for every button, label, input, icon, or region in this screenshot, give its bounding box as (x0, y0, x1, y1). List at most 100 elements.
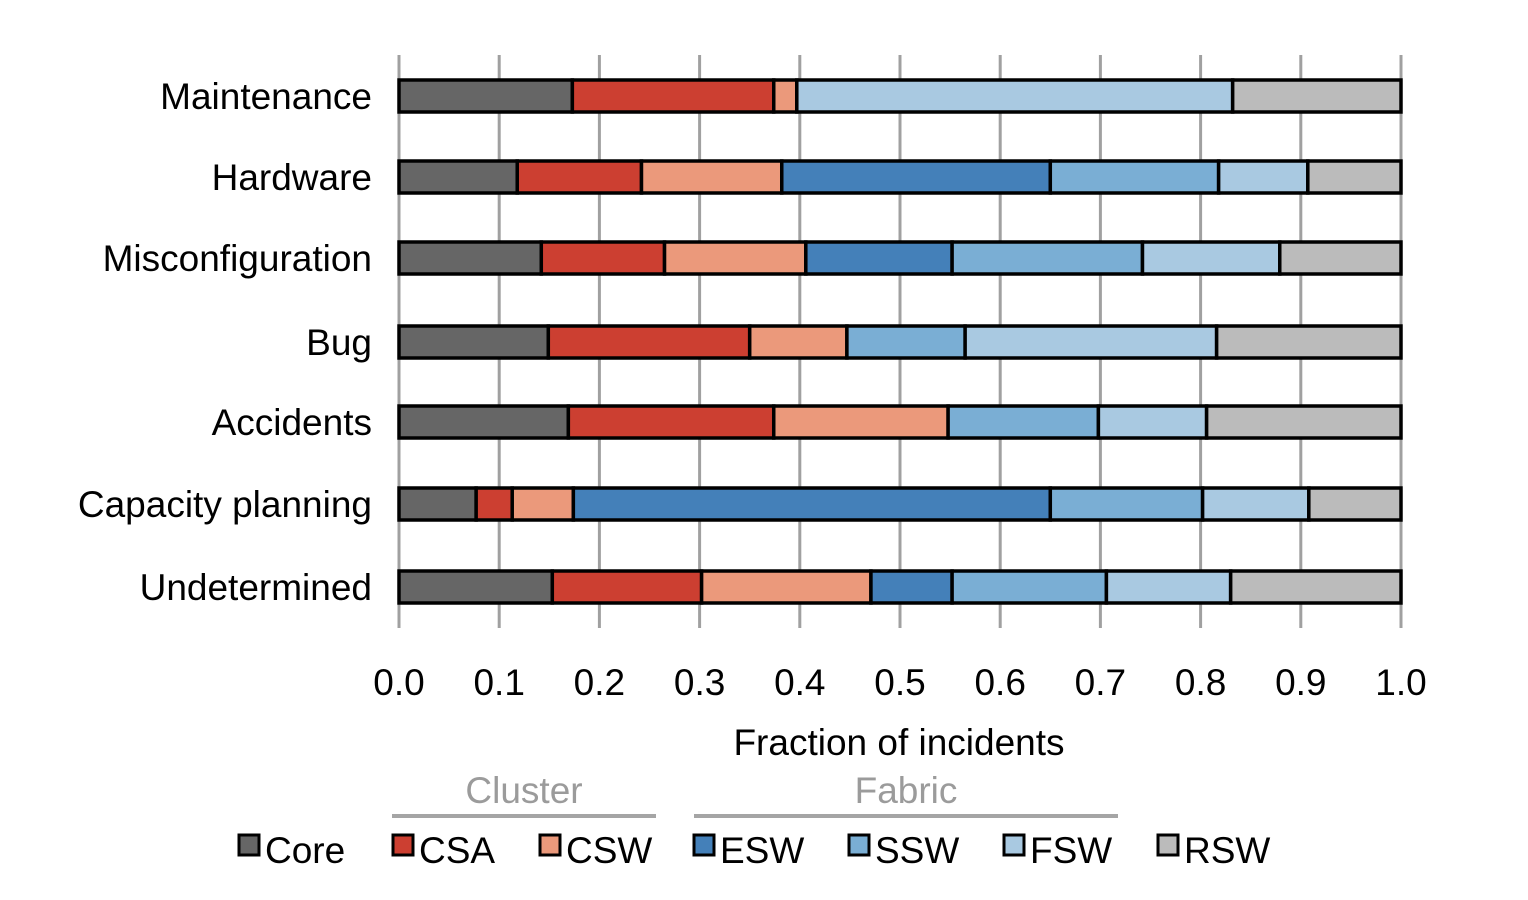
x-tick-label: 0.2 (574, 662, 625, 703)
legend: Core CSA CSW ESW SSW FSW RSW (237, 830, 1270, 871)
bar-segment-csa (515, 159, 644, 195)
bar-segment-esw (780, 159, 1053, 195)
x-tick-label: 0.9 (1275, 662, 1326, 703)
bar-segment-csw (662, 240, 808, 276)
bar-segment-ssw (950, 569, 1109, 605)
bar-segment-fsw (1104, 569, 1233, 605)
x-tick-label: 0.4 (774, 662, 825, 703)
legend-item: FSW (1002, 830, 1112, 871)
legend-item: ESW (692, 830, 804, 871)
bar-row (397, 159, 1403, 195)
x-tick-label: 0.0 (373, 662, 424, 703)
bar-segment-esw (869, 569, 954, 605)
bar-segment-csw (771, 404, 950, 440)
legend-label: ESW (720, 830, 804, 871)
x-axis-title: Fraction of incidents (733, 722, 1064, 763)
legend-group: Cluster (392, 770, 656, 818)
bar-row (397, 486, 1403, 522)
bar-segment-csw (699, 569, 873, 605)
bar-segment-core (397, 240, 544, 276)
bars (397, 78, 1403, 605)
x-tick-label: 0.7 (1075, 662, 1126, 703)
legend-group-label: Cluster (465, 770, 582, 811)
bar-segment-core (397, 324, 551, 360)
x-tick-labels: 0.0 0.1 0.2 0.3 0.4 0.5 0.6 0.7 0.8 0.9 1.0 (373, 662, 1426, 703)
bar-segment-fsw (1216, 159, 1310, 195)
bar-row (397, 240, 1403, 276)
legend-item: CSW (538, 830, 652, 871)
bar-segment-fsw (795, 78, 1235, 114)
bar-segment-core (397, 78, 575, 114)
bar-segment-csa (566, 404, 776, 440)
bar-row (397, 78, 1403, 114)
legend-label: SSW (875, 830, 959, 871)
bar-segment-fsw (963, 324, 1219, 360)
bar-segment-csa (474, 486, 514, 522)
category-label: Hardware (212, 157, 372, 198)
legend-swatch (237, 833, 261, 857)
legend-label: Core (265, 830, 345, 871)
bar-segment-csa (570, 78, 776, 114)
bar-segment-csa (546, 324, 752, 360)
legend-swatch (847, 833, 871, 857)
category-label: Misconfiguration (103, 238, 372, 279)
bar-segment-rsw (1230, 78, 1403, 114)
bar-segment-csa (550, 569, 704, 605)
bar-segment-csw (639, 159, 784, 195)
bar-segment-csa (539, 240, 667, 276)
bar-segment-core (397, 404, 571, 440)
bar-segment-ssw (950, 240, 1145, 276)
bar-row (397, 569, 1403, 605)
bar-segment-ssw (1048, 486, 1205, 522)
legend-label: RSW (1184, 830, 1270, 871)
legend-item: SSW (847, 830, 959, 871)
legend-item: CSA (391, 830, 495, 871)
legend-label: FSW (1030, 830, 1112, 871)
bar-segment-ssw (1048, 159, 1221, 195)
x-tick-label: 0.8 (1175, 662, 1226, 703)
bar-segment-core (397, 569, 555, 605)
bar-segment-esw (571, 486, 1053, 522)
bar-segment-core (397, 486, 478, 522)
bar-segment-csw (747, 324, 849, 360)
legend-groups: Cluster Fabric (392, 770, 1118, 818)
category-label: Undetermined (140, 567, 372, 608)
legend-label: CSW (566, 830, 652, 871)
legend-swatch (538, 833, 562, 857)
x-tick-label: 0.1 (473, 662, 524, 703)
x-tick-label: 0.3 (674, 662, 725, 703)
bar-segment-core (397, 159, 519, 195)
legend-swatch (391, 833, 415, 857)
category-label: Bug (306, 322, 372, 363)
category-label: Maintenance (160, 76, 372, 117)
legend-swatch (1156, 833, 1180, 857)
bar-segment-fsw (1200, 486, 1311, 522)
bar-segment-fsw (1140, 240, 1282, 276)
bar-segment-esw (804, 240, 954, 276)
bar-segment-rsw (1214, 324, 1403, 360)
x-tick-label: 0.5 (874, 662, 925, 703)
bar-segment-rsw (1204, 404, 1403, 440)
legend-group-label: Fabric (855, 770, 958, 811)
category-label: Capacity planning (78, 484, 372, 525)
legend-group: Fabric (694, 770, 1118, 818)
bar-row (397, 404, 1403, 440)
legend-item: RSW (1156, 830, 1270, 871)
x-tick-label: 1.0 (1375, 662, 1426, 703)
bar-segment-ssw (845, 324, 967, 360)
bar-segment-fsw (1096, 404, 1209, 440)
bar-segment-csw (510, 486, 576, 522)
category-labels: Maintenance Hardware Misconfiguration Bug Ac… (78, 76, 372, 608)
bar-segment-ssw (946, 404, 1101, 440)
category-label: Accidents (212, 402, 372, 443)
bar-segment-rsw (1278, 240, 1403, 276)
bar-segment-rsw (1306, 159, 1403, 195)
x-tick-label: 0.6 (974, 662, 1025, 703)
legend-label: CSA (419, 830, 495, 871)
legend-swatch (692, 833, 716, 857)
bar-segment-rsw (1307, 486, 1403, 522)
bar-segment-rsw (1228, 569, 1403, 605)
bar-row (397, 324, 1403, 360)
legend-item: Core (237, 830, 345, 871)
